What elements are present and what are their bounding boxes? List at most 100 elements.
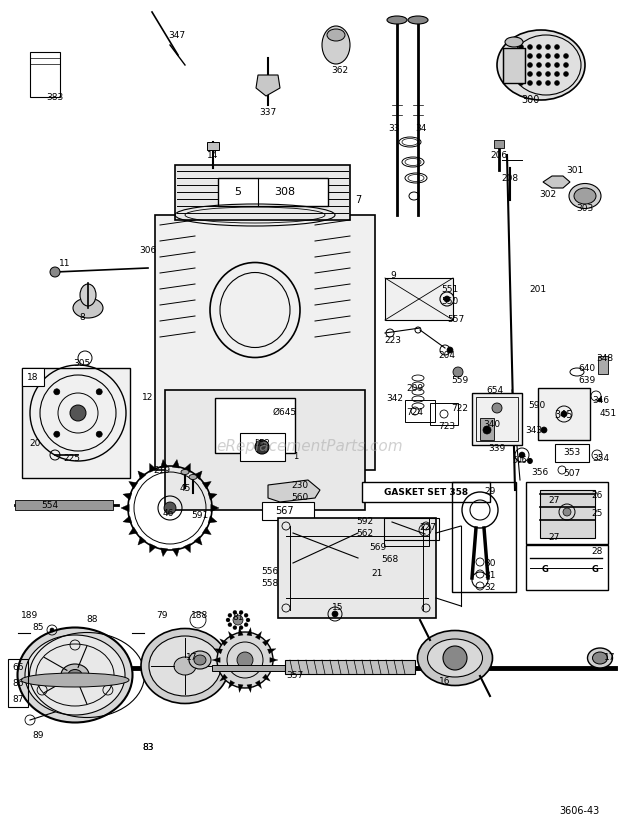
Bar: [452, 482, 516, 592]
Text: 87: 87: [12, 696, 24, 705]
Circle shape: [233, 610, 237, 615]
Circle shape: [50, 267, 60, 277]
Text: 7: 7: [355, 195, 361, 205]
Polygon shape: [172, 460, 179, 468]
Ellipse shape: [574, 188, 596, 204]
Circle shape: [564, 72, 569, 77]
Text: 451: 451: [600, 409, 616, 418]
Text: 11: 11: [60, 259, 71, 268]
Text: 303: 303: [577, 203, 593, 213]
Bar: [15, 500, 113, 510]
Bar: [278, 518, 436, 618]
Text: 558: 558: [262, 580, 278, 589]
Text: 362: 362: [332, 66, 348, 74]
Circle shape: [554, 81, 559, 86]
Text: 383: 383: [46, 93, 64, 102]
Text: 46: 46: [162, 509, 174, 518]
Bar: [262, 502, 314, 520]
Circle shape: [528, 81, 533, 86]
Circle shape: [217, 632, 273, 688]
Polygon shape: [129, 481, 138, 489]
Circle shape: [541, 427, 547, 433]
Circle shape: [96, 431, 102, 437]
Text: 723: 723: [438, 421, 456, 430]
Text: 18: 18: [27, 373, 38, 381]
Polygon shape: [219, 639, 228, 646]
Text: 208: 208: [502, 173, 518, 183]
Ellipse shape: [80, 284, 96, 306]
Text: 32: 32: [484, 582, 495, 591]
Bar: [494, 140, 504, 148]
Ellipse shape: [505, 37, 523, 47]
Text: 590: 590: [528, 400, 546, 409]
Circle shape: [453, 367, 463, 377]
Polygon shape: [138, 536, 146, 545]
Circle shape: [237, 652, 253, 668]
Circle shape: [546, 53, 551, 58]
Text: 5: 5: [234, 187, 242, 197]
Bar: [240, 433, 285, 461]
Circle shape: [226, 618, 230, 622]
Ellipse shape: [408, 16, 428, 24]
Text: 560: 560: [291, 493, 309, 501]
Circle shape: [443, 646, 467, 670]
Text: 337: 337: [259, 108, 277, 117]
Circle shape: [332, 611, 338, 617]
Text: 25: 25: [591, 509, 603, 518]
Text: 308: 308: [275, 187, 296, 197]
Text: 353: 353: [564, 448, 580, 456]
Polygon shape: [238, 627, 243, 636]
Text: 569: 569: [370, 544, 387, 552]
Bar: [472, 393, 522, 445]
Bar: [384, 518, 429, 546]
Circle shape: [564, 53, 569, 58]
Text: 31: 31: [484, 570, 496, 580]
Text: 302: 302: [539, 189, 557, 198]
Circle shape: [536, 81, 541, 86]
Bar: [212, 665, 287, 671]
Circle shape: [536, 53, 541, 58]
Text: 81: 81: [232, 614, 244, 622]
Circle shape: [50, 628, 54, 632]
Text: 343: 343: [525, 425, 542, 435]
Polygon shape: [129, 527, 138, 535]
Text: 79: 79: [156, 611, 168, 620]
Polygon shape: [149, 544, 156, 553]
Polygon shape: [123, 516, 132, 523]
Polygon shape: [247, 627, 252, 636]
Text: 201: 201: [529, 285, 547, 294]
Circle shape: [519, 452, 525, 458]
Text: Ø645: Ø645: [273, 408, 297, 416]
Ellipse shape: [25, 635, 125, 715]
Text: 556: 556: [262, 567, 278, 576]
Text: 357: 357: [286, 671, 304, 680]
Text: 568: 568: [381, 555, 399, 565]
Ellipse shape: [21, 673, 129, 687]
Bar: [384, 518, 439, 540]
Text: eReplacementParts.com: eReplacementParts.com: [216, 439, 404, 454]
Bar: [540, 490, 595, 538]
Polygon shape: [267, 649, 276, 654]
Circle shape: [561, 411, 567, 417]
Bar: [285, 660, 415, 674]
Ellipse shape: [327, 29, 345, 41]
Polygon shape: [270, 657, 278, 662]
Text: 17: 17: [186, 654, 198, 662]
Text: 66: 66: [12, 664, 24, 672]
Ellipse shape: [68, 670, 82, 681]
Text: 88: 88: [86, 615, 98, 625]
Polygon shape: [219, 674, 228, 681]
Ellipse shape: [219, 313, 291, 398]
Text: 209: 209: [407, 384, 423, 393]
Text: 348: 348: [596, 354, 614, 363]
Circle shape: [536, 72, 541, 77]
Text: 552: 552: [254, 439, 270, 448]
Circle shape: [554, 44, 559, 49]
Text: 27: 27: [548, 534, 560, 542]
Bar: [22, 368, 44, 386]
Polygon shape: [161, 548, 168, 556]
Text: GASKET SET 358: GASKET SET 358: [384, 488, 468, 496]
Ellipse shape: [73, 298, 103, 318]
Circle shape: [228, 623, 232, 626]
Bar: [362, 482, 490, 502]
